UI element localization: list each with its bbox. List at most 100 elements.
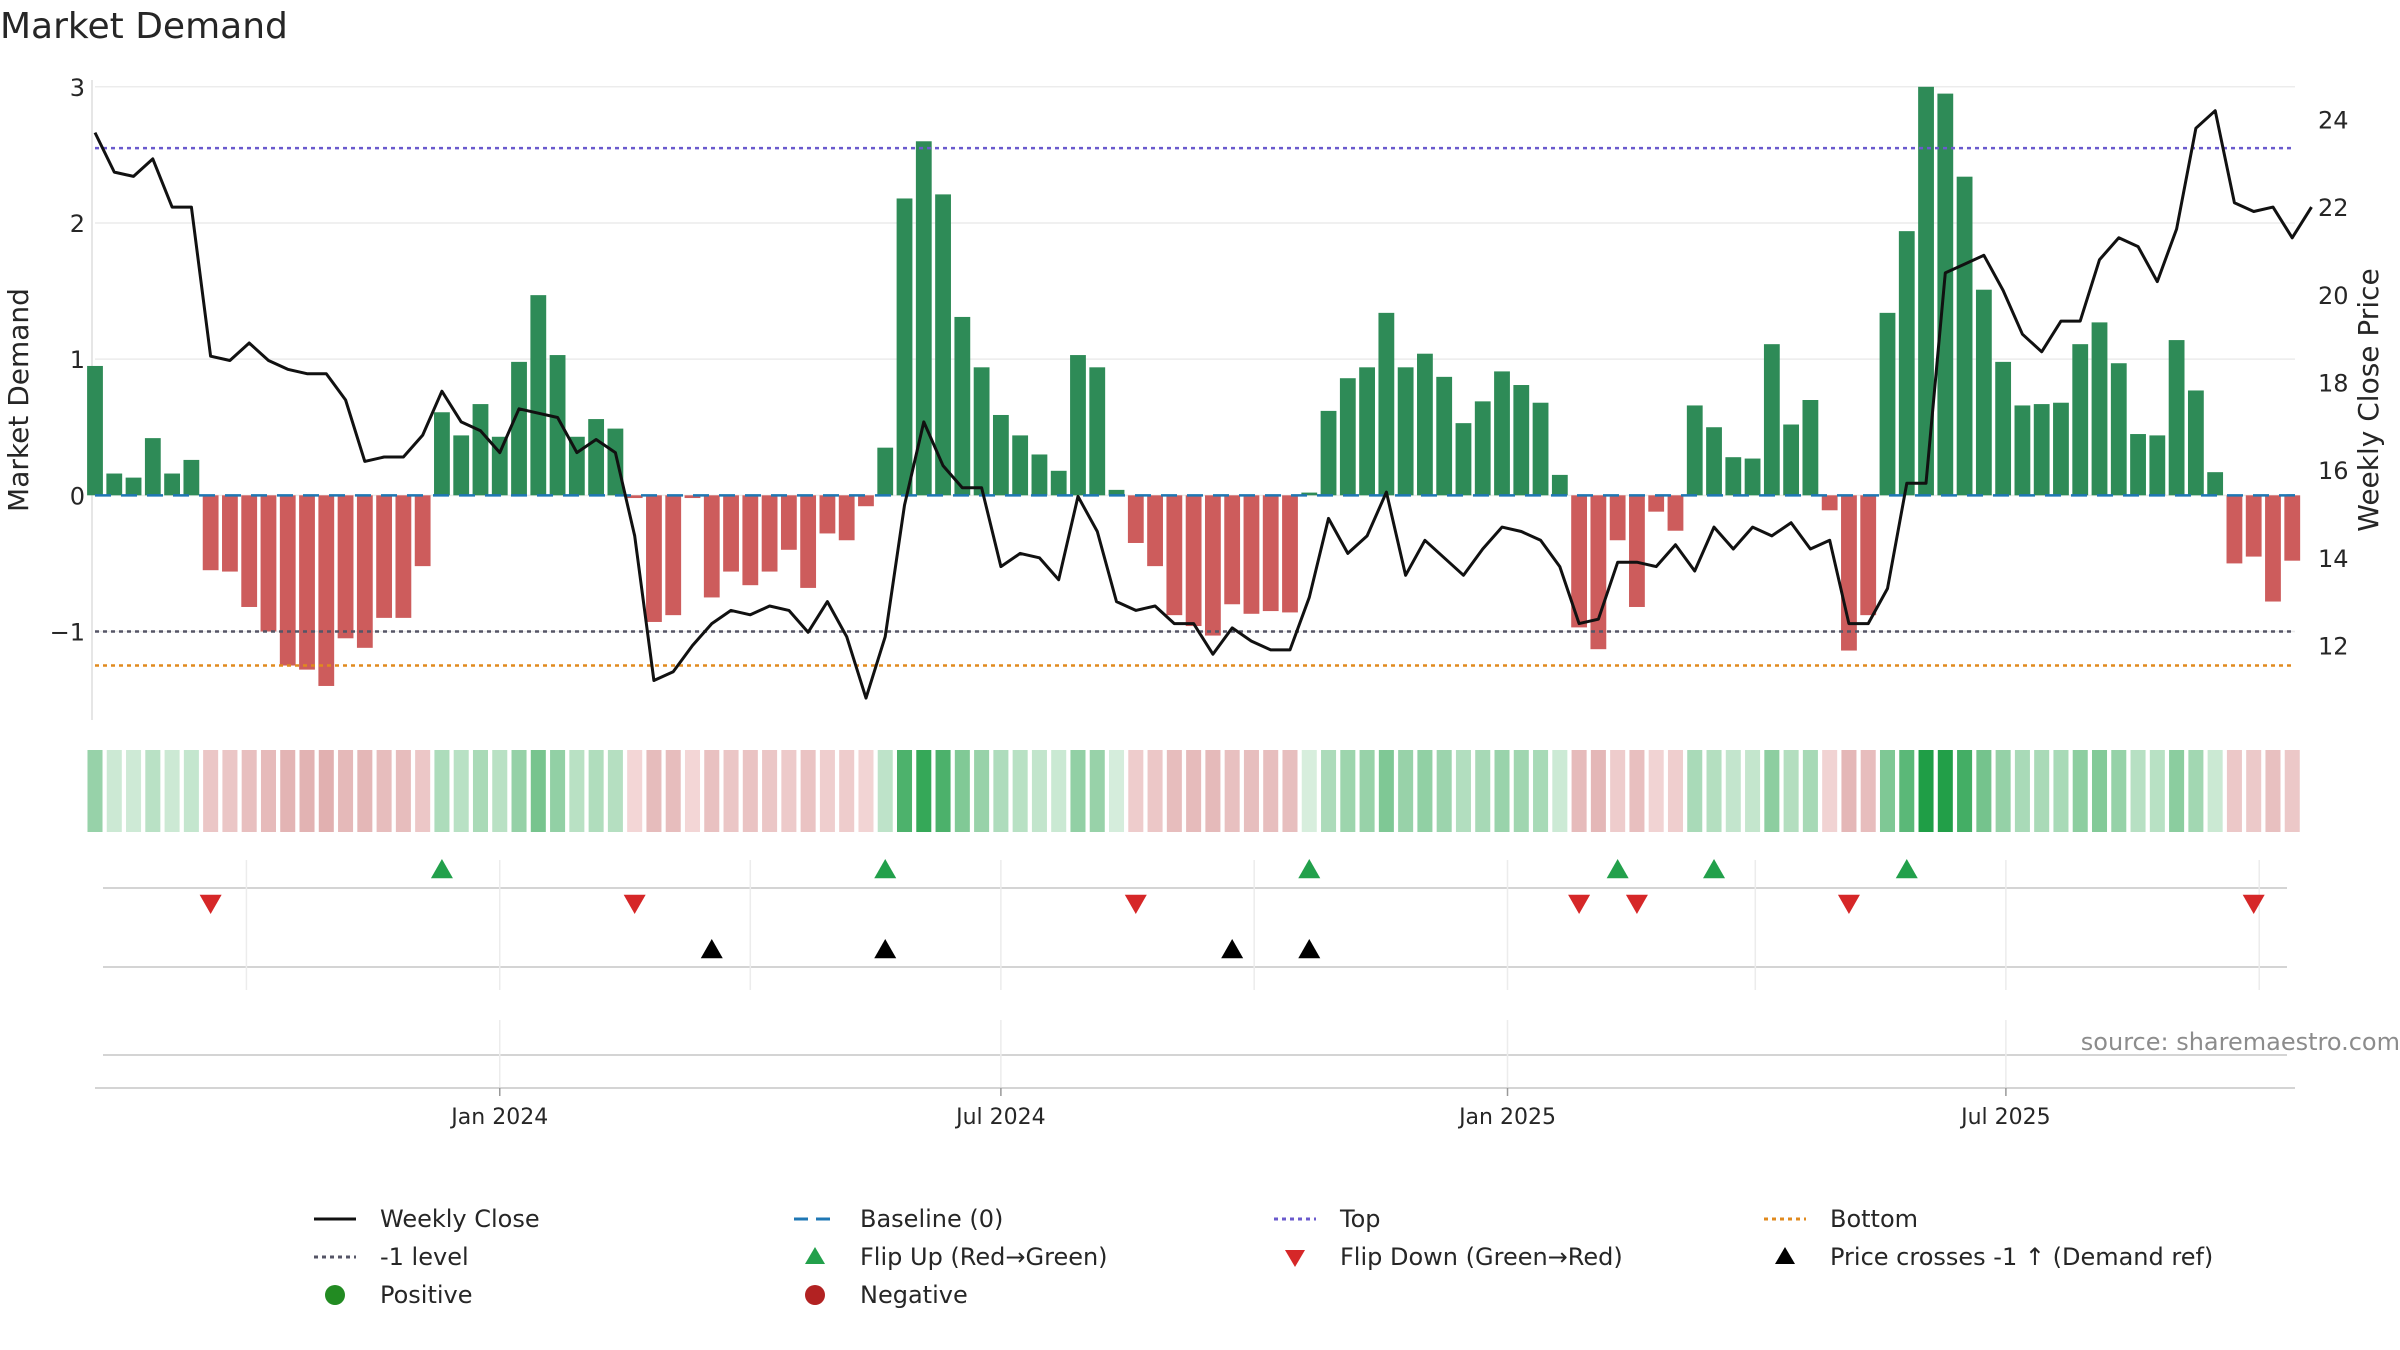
demand-bar (1513, 385, 1530, 496)
demand-strip-cell (2072, 750, 2088, 832)
demand-strip-cell (2265, 750, 2281, 832)
demand-strip-cell (1494, 750, 1510, 832)
top-legend-icon (1274, 1217, 1316, 1221)
demand-strip-cell (1976, 750, 1992, 832)
demand-bar (260, 495, 277, 632)
demand-strip-cell (569, 750, 585, 832)
flip-up-marker (874, 859, 897, 879)
demand-strip-cell (1860, 750, 1876, 832)
demand-bar (1956, 176, 1973, 496)
demand-bar (241, 495, 258, 607)
demand-bar (896, 198, 913, 496)
demand-bar (2284, 495, 2301, 561)
demand-bar (414, 495, 431, 567)
demand-bar (1975, 289, 1992, 496)
demand-strip-cell (472, 750, 488, 832)
demand-strip-cell (974, 750, 990, 832)
demand-bar (2226, 495, 2243, 564)
flip-up-marker (1703, 859, 1726, 879)
y-tick-label-left: 0 (70, 482, 85, 510)
demand-strip-cell (1995, 750, 2011, 832)
demand-bar (2265, 495, 2281, 602)
flip-up-marker (1606, 859, 1629, 879)
demand-bar (1898, 231, 1915, 496)
demand-bar (1012, 435, 1029, 496)
demand-strip-cell (1031, 750, 1047, 832)
flip-down-marker (1625, 894, 1648, 914)
demand-bar (2053, 402, 2069, 496)
demand-bar (1243, 495, 1260, 614)
demand-strip-cell (954, 750, 970, 832)
price-cross-marker (1221, 939, 1244, 959)
demand-bar (144, 438, 161, 496)
demand-bar (1455, 423, 1472, 496)
demand-strip-cell (2246, 750, 2262, 832)
demand-bar (2091, 322, 2108, 496)
demand-bar (1821, 495, 1838, 511)
demand-strip-cell (2091, 750, 2108, 832)
demand-strip-cell (1513, 750, 1529, 832)
demand-bar (2130, 434, 2146, 496)
events-panel (103, 859, 2287, 1088)
demand-bar (915, 141, 932, 496)
demand-strip-cell (762, 750, 778, 832)
demand-bar (125, 477, 142, 496)
demand-strip-cell (1089, 750, 1105, 832)
demand-bar (1359, 367, 1375, 496)
legend-label: Positive (380, 1281, 473, 1309)
demand-strip-cell (2130, 750, 2146, 832)
demand-bar (299, 495, 315, 670)
demand-bar (164, 473, 180, 496)
demand-strip-cell (1128, 750, 1144, 832)
y-tick-label-right: 22 (2318, 194, 2349, 222)
demand-bar (279, 495, 296, 666)
legend-label: Price crosses -1 ↑ (Demand ref) (1830, 1243, 2214, 1271)
demand-bar (1648, 495, 1665, 512)
y-tick-label-right: 24 (2318, 106, 2349, 134)
demand-bar (1590, 495, 1607, 650)
demand-strip-cell (1937, 750, 1953, 832)
demand-bar (626, 495, 643, 499)
demand-strip-cell (1359, 750, 1375, 832)
demand-strip-cell (819, 750, 835, 832)
demand-bar (1763, 344, 1780, 496)
demand-strip-cell (607, 750, 623, 832)
minus1-legend-icon (314, 1255, 356, 1259)
demand-strip-cell (723, 750, 739, 832)
demand-strip-cell (241, 750, 257, 832)
demand-strip-cell (511, 750, 527, 832)
demand-bar (395, 495, 412, 618)
demand-strip-cell (1610, 750, 1626, 832)
demand-bar (1667, 495, 1684, 531)
baseline-legend-icon (794, 1217, 836, 1221)
demand-bar (1127, 495, 1144, 543)
demand-strip-cell (280, 750, 296, 832)
demand-strip-cell (453, 750, 469, 832)
demand-bar (1802, 400, 1819, 496)
demand-strip-cell (530, 750, 546, 832)
demand-strip-cell (1070, 750, 1086, 832)
price-cross-marker (700, 939, 723, 959)
demand-bar (2072, 344, 2089, 496)
demand-bar (530, 295, 547, 496)
demand-strip-cell (126, 750, 142, 832)
demand-bar (1918, 86, 1934, 496)
demand-strip-cell (1667, 750, 1683, 832)
demand-bar (607, 428, 624, 496)
demand-strip-cell (1706, 750, 1722, 832)
demand-strip-cell (1918, 750, 1934, 832)
x-tick-label: Jan 2024 (449, 1105, 548, 1130)
legend-item-flip-down: Flip Down (Green→Red) (1260, 1243, 1623, 1271)
demand-strip-cell (1301, 750, 1317, 832)
demand-bar (1339, 378, 1356, 496)
demand-strip-cell (2169, 750, 2185, 832)
demand-bar (1204, 495, 1221, 636)
demand-bar (1301, 492, 1318, 496)
demand-bar (703, 495, 720, 598)
demand-strip-cell (896, 750, 913, 832)
demand-strip-cell (338, 750, 354, 832)
demand-strip-cell (1764, 750, 1780, 832)
demand-strip-cell (800, 750, 816, 832)
demand-strip-cell (1841, 750, 1857, 832)
demand-bar (1050, 470, 1067, 496)
